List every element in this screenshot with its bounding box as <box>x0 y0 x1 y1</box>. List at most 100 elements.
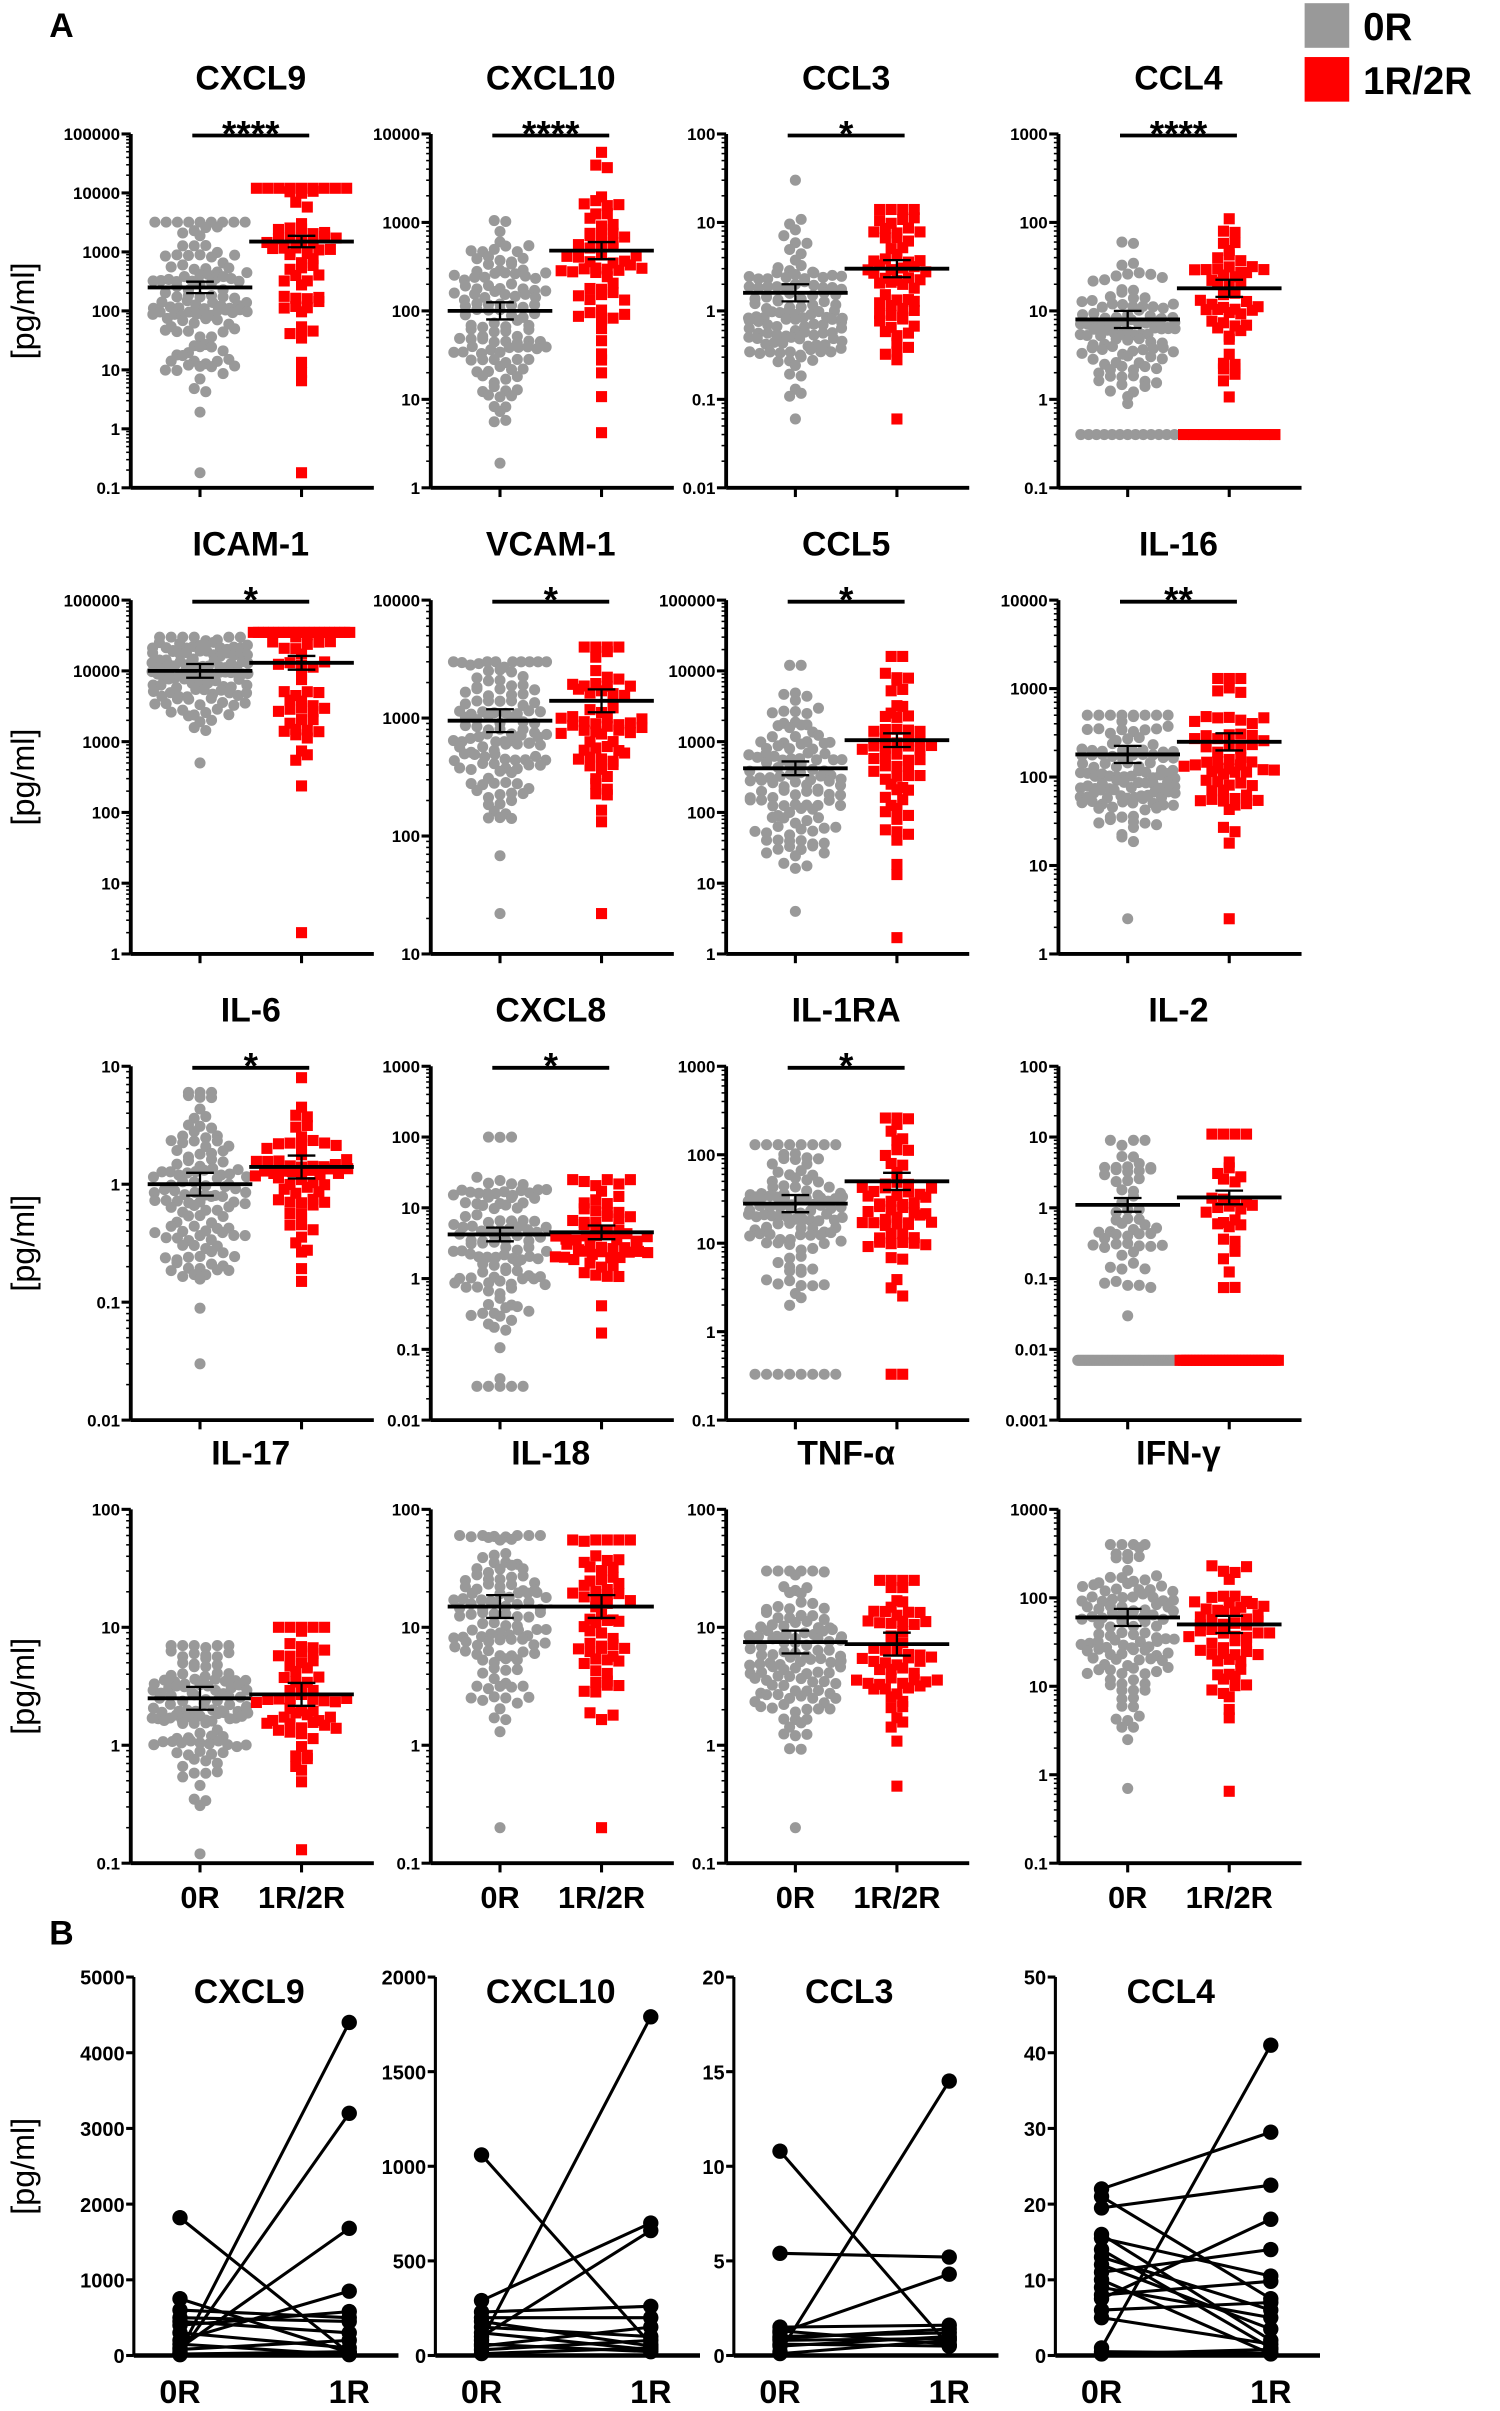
data-point-0r <box>448 346 460 358</box>
data-point-1r2r <box>596 816 608 828</box>
data-point-0r <box>147 1171 159 1183</box>
data-point-0r <box>200 1652 212 1664</box>
data-point-0r <box>503 342 515 354</box>
data-point-1r2r <box>613 673 625 685</box>
data-point-0r <box>177 240 189 252</box>
data-point-0r <box>827 333 840 345</box>
data-point-0r <box>1160 1633 1172 1645</box>
data-point-1r2r <box>262 182 274 194</box>
data-point-0r <box>1127 292 1139 304</box>
data-point-1r2r <box>296 1776 308 1788</box>
data-point-0r <box>801 237 813 249</box>
data-point-1r2r <box>1241 789 1253 801</box>
data-point-1r2r <box>624 1534 636 1546</box>
data-point-0r <box>1077 1580 1089 1593</box>
data-point-1r2r <box>262 1693 274 1705</box>
data-point-1r2r <box>897 278 909 290</box>
data-point-0r <box>789 1822 801 1834</box>
data-point-1r2r <box>891 1780 903 1792</box>
data-point-0r <box>1086 795 1098 808</box>
data-point-0r <box>1087 275 1099 287</box>
data-point-1r2r <box>296 1246 308 1258</box>
data-point-0r <box>165 1220 177 1232</box>
data-point-0r <box>830 821 842 833</box>
data-point-0r <box>795 1596 807 1608</box>
data-point-0r <box>1116 1139 1128 1151</box>
data-point-1r2r <box>578 716 590 728</box>
x-label-0r: 0R <box>1108 1880 1147 1915</box>
data-point-0r <box>1104 1621 1116 1633</box>
data-point-1r2r <box>578 1556 590 1568</box>
data-point-0r <box>517 252 529 264</box>
data-point-1r2r <box>568 1254 580 1266</box>
data-point-0r <box>523 705 535 717</box>
data-point-1r2r <box>296 1197 308 1209</box>
data-point-0r <box>488 1617 500 1629</box>
data-point-0r <box>200 707 212 719</box>
data-point-0r <box>743 322 755 334</box>
data-point-0r <box>529 299 541 311</box>
data-point-0r <box>1106 298 1118 310</box>
y-tick-label: 0 <box>1035 2346 1046 2368</box>
data-point-0r <box>823 775 835 787</box>
data-point-1r2r <box>301 275 313 287</box>
data-point-0r <box>207 1162 219 1174</box>
data-point-1r2r <box>1223 1200 1235 1212</box>
data-point-0r <box>1116 360 1128 372</box>
data-point-0r <box>241 267 253 279</box>
data-point-0r <box>158 1183 170 1196</box>
data-point-0r <box>194 1103 206 1115</box>
data-point-0r <box>754 1228 766 1240</box>
data-point-0r <box>464 1248 476 1260</box>
data-point-0r <box>494 812 506 824</box>
data-point-0r <box>457 346 469 358</box>
data-point-0r <box>789 1662 801 1674</box>
data-point-1r2r <box>607 240 619 252</box>
y-tick-label: 0.01 <box>1015 1341 1048 1360</box>
data-point-0r <box>794 333 806 345</box>
data-point-1r2r <box>879 773 891 785</box>
data-point-1r2r <box>590 1180 602 1192</box>
data-point-1r2r <box>1217 1173 1229 1185</box>
data-point-0r <box>772 2336 788 2352</box>
data-point-1r2r <box>578 1219 590 1231</box>
paired-line <box>1100 2233 1272 2342</box>
data-point-1r2r <box>613 719 625 731</box>
data-point-0r <box>194 1273 206 1285</box>
data-point-1r2r <box>319 1644 331 1656</box>
data-point-1r2r <box>1189 264 1201 276</box>
data-point-1r2r <box>290 1187 302 1199</box>
data-point-1r2r <box>1223 307 1235 319</box>
data-point-1r2r <box>607 1571 619 1583</box>
data-point-1r2r <box>902 828 915 840</box>
data-point-0r <box>744 1643 756 1655</box>
panel-title: CCL3 <box>805 1973 893 2011</box>
data-point-1r2r <box>590 641 602 653</box>
data-point-0r <box>836 1211 848 1223</box>
data-point-0r <box>541 728 553 741</box>
data-point-1r2r <box>307 700 319 712</box>
data-point-0r <box>754 1658 766 1670</box>
data-point-1r2r <box>1206 315 1218 327</box>
x-label-0r: 0R <box>159 2374 200 2410</box>
data-point-1r2r <box>596 1261 608 1273</box>
data-point-0r <box>1127 1662 1139 1674</box>
data-point-1r2r <box>908 1237 920 1249</box>
data-point-0r <box>1153 429 1165 441</box>
data-point-0r <box>464 659 476 671</box>
data-point-0r <box>1116 1667 1128 1680</box>
data-point-1r2r <box>607 1614 619 1626</box>
data-point-1r2r <box>590 718 602 730</box>
data-point-0r <box>165 355 177 367</box>
legend: 0R 1R/2R <box>1304 3 1472 103</box>
data-point-1r2r <box>1229 1649 1241 1661</box>
data-point-0r <box>456 1184 468 1196</box>
data-point-0r <box>211 703 223 715</box>
panel-title: IFN-γ <box>1136 1435 1221 1473</box>
data-point-1r2r <box>596 1642 608 1654</box>
data-point-1r2r <box>296 1741 308 1753</box>
data-point-0r <box>1083 429 1095 441</box>
data-point-1r2r <box>307 706 319 718</box>
data-point-0r <box>834 799 847 811</box>
